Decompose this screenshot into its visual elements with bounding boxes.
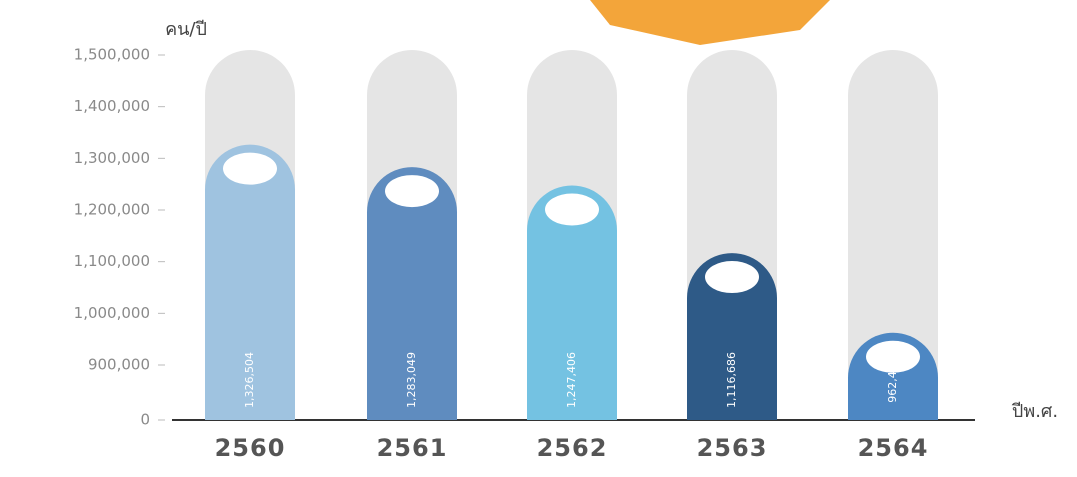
y-tick-label: 1,500,000	[74, 46, 150, 64]
bar	[527, 185, 617, 420]
bar	[367, 167, 457, 420]
value-label: 1,247,406	[565, 352, 578, 408]
x-axis-label: ปีพ.ศ.	[1012, 401, 1059, 422]
bar	[687, 253, 777, 420]
x-tick-label: 2564	[858, 434, 929, 462]
bar-cap	[385, 175, 439, 208]
x-tick-label: 2560	[215, 434, 286, 462]
car-decoration	[590, 0, 830, 45]
y-tick-label: 1,300,000	[74, 149, 150, 167]
x-tick-label: 2561	[377, 434, 448, 462]
value-label: 1,283,049	[405, 352, 418, 408]
y-tick-label: 1,200,000	[74, 201, 150, 219]
y-tick-label: 1,100,000	[74, 252, 150, 270]
value-label: 1,116,686	[725, 352, 738, 408]
y-tick-label: 1,400,000	[74, 97, 150, 115]
bar	[205, 144, 295, 421]
x-tick-label: 2562	[537, 434, 608, 462]
y-tick-label: 0	[140, 411, 150, 429]
bar-cap	[223, 152, 277, 185]
value-label: 1,326,504	[243, 352, 256, 408]
bar-cap	[866, 340, 920, 373]
y-tick-label: 1,000,000	[74, 304, 150, 322]
y-axis-label: คน/ปี	[165, 19, 207, 40]
y-tick-label: 900,000	[88, 356, 150, 374]
bar-background	[848, 50, 938, 420]
bar-cap	[705, 261, 759, 294]
x-tick-label: 2563	[697, 434, 768, 462]
value-label: 962,407	[886, 357, 899, 403]
bar-cap	[545, 193, 599, 226]
